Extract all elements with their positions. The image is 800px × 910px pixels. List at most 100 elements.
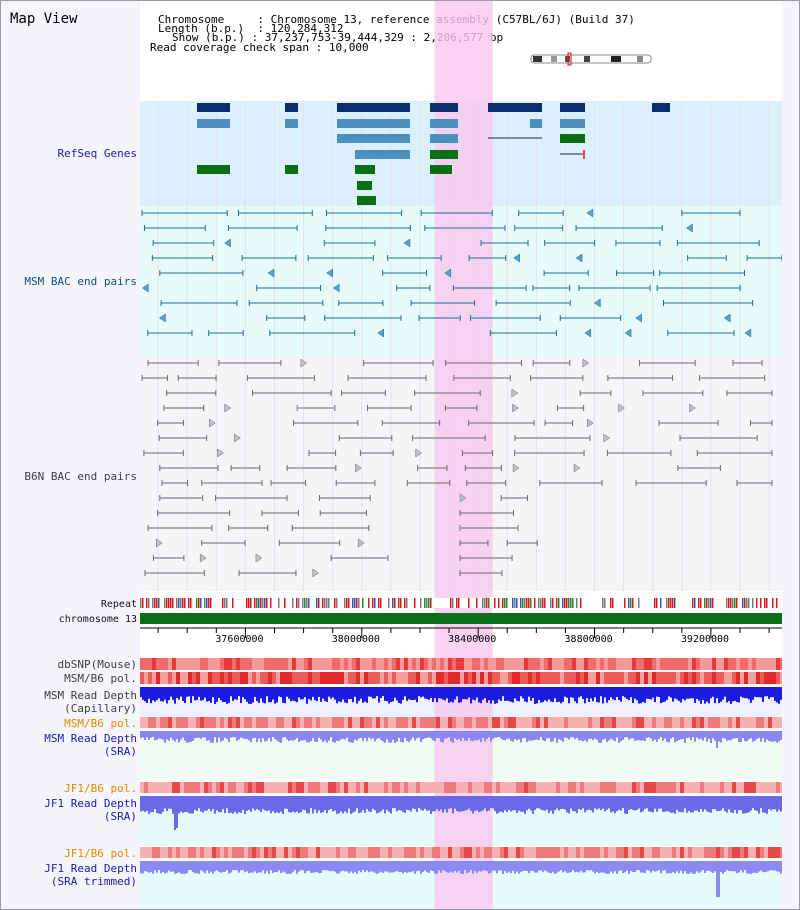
heat-cell [208,672,212,684]
depth-bar [292,796,294,812]
track-label-msm-bac[interactable]: MSM BAC end pairs [24,275,137,288]
depth-bar [368,731,370,738]
depth-bar [282,731,284,738]
depth-bar [590,796,592,811]
heat-cell [212,717,216,728]
depth-bar [508,687,510,702]
heat-cell [708,658,712,670]
track-label-jf1-read-depth-sra[interactable]: JF1 Read Depth (SRA) [44,797,137,823]
track-area[interactable]: 37600000 38000000 38400000 38800000 39200000 [140,1,782,909]
heat-cell [612,782,616,793]
heat-cell [408,658,412,670]
repeat-element [736,598,738,608]
heat-cell [596,672,600,684]
repeat-element [250,598,252,608]
gene-feature [430,103,458,112]
repeat-element [580,598,582,608]
repeat-element [406,598,408,608]
heat-cell [192,717,196,728]
depth-bar [456,861,458,873]
repeat-element [524,598,526,608]
heat-cell [656,672,660,684]
depth-bar [258,796,260,811]
heat-cell [540,847,544,858]
chromosome-ideogram[interactable] [529,52,655,66]
depth-bar [426,731,428,739]
depth-bar [140,687,142,698]
depth-bar [346,861,348,872]
depth-bar [204,731,206,738]
depth-bar [710,796,712,813]
track-label-jf1-read-depth-trimmed[interactable]: JF1 Read Depth (SRA trimmed) [44,862,137,888]
heat-cell [400,672,404,684]
depth-bar [220,796,222,813]
depth-bar [276,861,278,873]
heat-cell [704,658,708,670]
track-label-msm-read-depth-sra[interactable]: MSM Read Depth (SRA) [44,732,137,758]
repeat-element [558,598,560,608]
depth-bar [576,731,578,739]
depth-bar [648,731,650,738]
heat-cell [604,782,608,793]
heat-cell [152,672,156,684]
depth-bar [466,731,468,741]
heat-cell [292,658,296,670]
track-label-refseq[interactable]: RefSeq Genes [57,147,137,160]
repeat-element [206,598,208,608]
bac-end-marker [156,538,163,548]
depth-bar [590,861,592,871]
depth-bar [436,687,438,703]
depth-bar [640,687,642,704]
depth-bar [452,861,454,873]
refseq-genes [197,103,670,205]
depth-bar [528,796,530,809]
heat-cell [268,658,272,670]
depth-bar [360,796,362,813]
repeat-element [306,598,308,608]
heat-cell [436,658,440,670]
track-label-jf1-b6-pol-1[interactable]: JF1/B6 pol. [64,782,137,795]
heat-cell [228,658,232,670]
depth-bar [232,861,234,871]
heat-cell [224,717,228,728]
repeat-element [484,598,486,608]
depth-bar [674,687,676,699]
heat-cell [676,717,680,728]
depth-bar [712,731,714,739]
heat-cell [564,672,568,684]
depth-bar [734,731,736,739]
depth-bar [506,731,508,739]
track-label-b6n-bac[interactable]: B6N BAC end pairs [24,470,137,483]
depth-bar [330,731,332,738]
page-title: Map View [10,11,78,27]
heat-cell [468,672,472,684]
heat-cell [552,782,556,793]
heat-cell [700,782,704,793]
heat-cell [352,782,356,793]
depth-bar [152,796,154,813]
track-label-dbsnp[interactable]: dbSNP(Mouse) [57,658,137,671]
depth-bar [528,687,530,697]
gene-feature [488,103,542,112]
depth-bar [516,731,518,741]
depth-bar [662,796,664,812]
right-margin [782,1,799,909]
depth-bar [232,796,234,814]
heat-cell [280,658,284,670]
repeat-track [140,598,782,608]
heat-cell [620,717,624,728]
tracks-canvas[interactable] [140,1,782,909]
depth-bar [592,861,594,872]
depth-bar [438,796,440,812]
depth-bar [722,731,724,739]
heat-cell [472,847,476,858]
track-label-msm-b6-pol-2[interactable]: MSM/B6 pol. [64,717,137,730]
track-label-msm-read-depth-capillary[interactable]: MSM Read Depth (Capillary) [44,689,137,715]
depth-bar [510,687,512,702]
repeat-element [190,598,192,608]
track-label-msm-b6-pol-1[interactable]: MSM/B6 pol. [64,672,137,685]
heat-cell [516,782,520,793]
depth-bar [762,687,764,702]
track-label-jf1-b6-pol-2[interactable]: JF1/B6 pol. [64,847,137,860]
depth-bar [524,796,526,814]
